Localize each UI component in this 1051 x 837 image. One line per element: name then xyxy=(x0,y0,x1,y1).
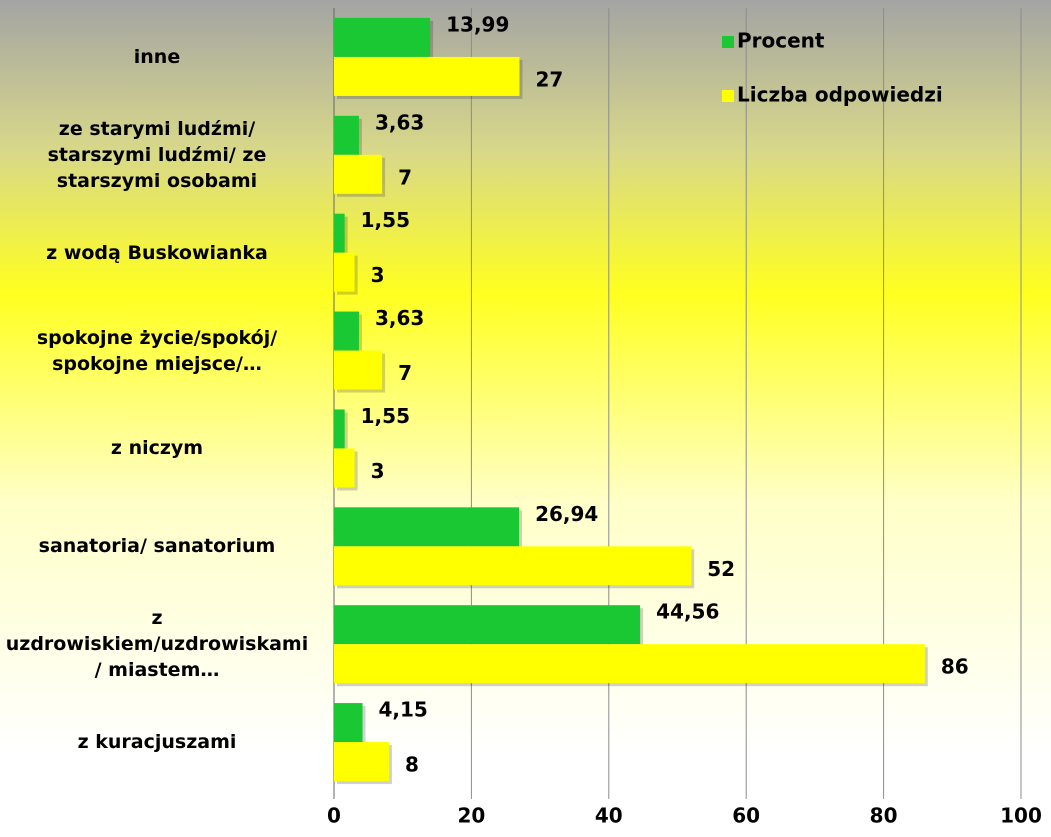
bar xyxy=(334,213,345,253)
data-label: 7 xyxy=(398,165,412,189)
x-tick-label: 60 xyxy=(732,804,760,828)
legend-swatch xyxy=(722,90,734,102)
bar xyxy=(334,252,355,292)
bar xyxy=(334,115,359,155)
bar xyxy=(334,409,345,449)
x-tick-label: 80 xyxy=(870,804,898,828)
bar xyxy=(334,350,383,390)
x-tick-label: 100 xyxy=(1000,804,1042,828)
data-label: 86 xyxy=(941,655,969,679)
bar xyxy=(334,56,520,96)
bar xyxy=(334,703,363,743)
data-label: 1,55 xyxy=(361,404,410,428)
data-label: 3,63 xyxy=(375,110,424,134)
data-label: 52 xyxy=(707,557,735,581)
legend-label: Liczba odpowiedzi xyxy=(737,83,943,107)
bar xyxy=(334,507,520,547)
data-label: 1,55 xyxy=(361,208,410,232)
bar xyxy=(334,644,925,684)
bar xyxy=(334,311,359,351)
legend-label: Procent xyxy=(737,29,825,53)
y-tick-label: z uzdrowiskiem/uzdrowiskami/ miastem… xyxy=(5,607,309,682)
bar xyxy=(334,154,383,194)
data-label: 13,99 xyxy=(446,12,509,36)
data-label: 3,63 xyxy=(375,306,424,330)
legend-swatch xyxy=(722,36,734,48)
bar xyxy=(334,17,431,57)
y-tick-label: z niczym xyxy=(110,437,204,460)
bar xyxy=(334,742,389,782)
y-tick-label: z kuracjuszami xyxy=(77,731,237,754)
data-label: 4,15 xyxy=(379,698,428,722)
x-tick-label: 20 xyxy=(457,804,485,828)
bar xyxy=(334,546,692,586)
y-tick-label: spokojne życie/spokój/ spokojne miejsce/… xyxy=(36,326,278,375)
data-label: 8 xyxy=(405,753,419,777)
y-tick-label: z wodą Buskowianka xyxy=(46,241,268,264)
y-tick-label: ze starymi ludźmi/ starszymi ludźmi/ ze … xyxy=(47,117,267,192)
y-tick-label: inne xyxy=(133,45,181,68)
data-label: 44,56 xyxy=(656,600,719,624)
bar xyxy=(334,605,641,645)
data-label: 3 xyxy=(371,459,385,483)
data-label: 7 xyxy=(398,361,412,385)
bar xyxy=(334,448,355,488)
x-tick-label: 40 xyxy=(595,804,623,828)
x-tick-label: 0 xyxy=(327,804,341,828)
data-label: 26,94 xyxy=(535,502,598,526)
data-label: 3 xyxy=(371,263,385,287)
data-label: 27 xyxy=(535,67,563,91)
y-tick-label: sanatoria/ sanatorium xyxy=(38,535,276,558)
